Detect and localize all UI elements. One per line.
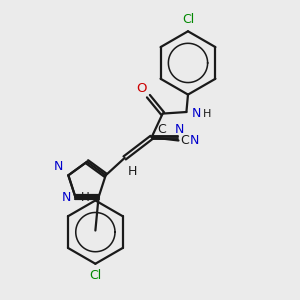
Text: O: O (136, 82, 147, 94)
Text: H: H (203, 109, 211, 118)
Text: C: C (157, 123, 166, 136)
Text: N: N (190, 134, 199, 147)
Text: N: N (54, 160, 64, 173)
Text: C: C (180, 134, 189, 147)
Text: H: H (81, 191, 90, 204)
Text: Cl: Cl (89, 269, 101, 283)
Text: Cl: Cl (182, 13, 194, 26)
Text: N: N (192, 107, 202, 120)
Text: N: N (174, 123, 184, 136)
Text: N: N (61, 191, 71, 204)
Text: H: H (128, 165, 137, 178)
